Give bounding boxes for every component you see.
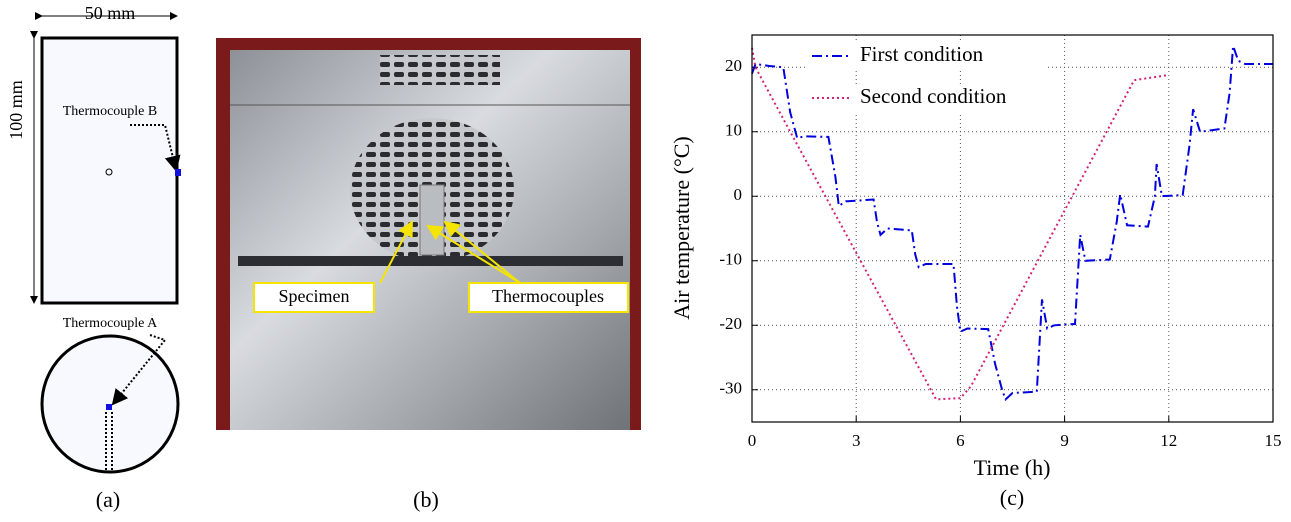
width-label: 50 mm — [85, 3, 136, 23]
y-tick-label: -10 — [719, 250, 742, 269]
wire — [105, 410, 113, 470]
photo-label: Specimen — [279, 286, 350, 306]
center-mark — [105, 168, 113, 176]
legend-label: First condition — [860, 42, 984, 66]
pointer — [379, 220, 413, 284]
thermocouple-a-label: Thermocouple A — [63, 316, 158, 331]
x-tick-label: 0 — [748, 431, 757, 450]
caption: (b) — [413, 487, 439, 512]
height-label: 100 mm — [6, 80, 26, 140]
x-axis-label: Time (h) — [974, 455, 1051, 480]
x-tick-label: 6 — [956, 431, 965, 450]
thermocouple-b-label: Thermocouple B — [63, 104, 157, 119]
photo-label: Thermocouples — [492, 286, 604, 306]
y-tick-label: -30 — [719, 379, 742, 398]
shelf — [238, 256, 623, 266]
x-tick-label: 15 — [1265, 431, 1282, 450]
y-tick-label: 20 — [725, 56, 742, 75]
x-tick-label: 9 — [1060, 431, 1069, 450]
x-tick-label: 12 — [1160, 431, 1177, 450]
thermocouple-a — [106, 404, 112, 410]
pointer — [443, 220, 521, 284]
grille — [380, 55, 500, 85]
y-tick-label: 10 — [725, 121, 742, 140]
series-line — [751, 45, 1273, 402]
label-box — [253, 282, 375, 313]
y-tick-label: 0 — [734, 185, 743, 204]
y-axis-label: Air temperature (°C) — [669, 136, 694, 320]
specimen-side — [40, 36, 179, 305]
thermocouple-b — [175, 169, 181, 176]
label-box — [468, 282, 629, 313]
plot-frame — [751, 34, 1274, 423]
y-tick-label: -20 — [719, 314, 742, 333]
x-tick-label: 3 — [852, 431, 861, 450]
panel-b: Specimen Thermocouples (b) — [216, 38, 641, 512]
chart: (c) Time (h) Air temperature (°C) -30 -20… — [669, 34, 1282, 510]
caption: (c) — [1000, 485, 1024, 510]
caption: (a) — [96, 487, 120, 512]
panel-a: 50 mm 100 mm Thermocouple B Thermocouple… — [6, 3, 181, 512]
pointer — [130, 124, 181, 172]
specimen-photo — [419, 184, 445, 256]
pointer — [111, 334, 167, 406]
legend-label: Second condition — [860, 84, 1007, 108]
pointer — [426, 224, 521, 284]
